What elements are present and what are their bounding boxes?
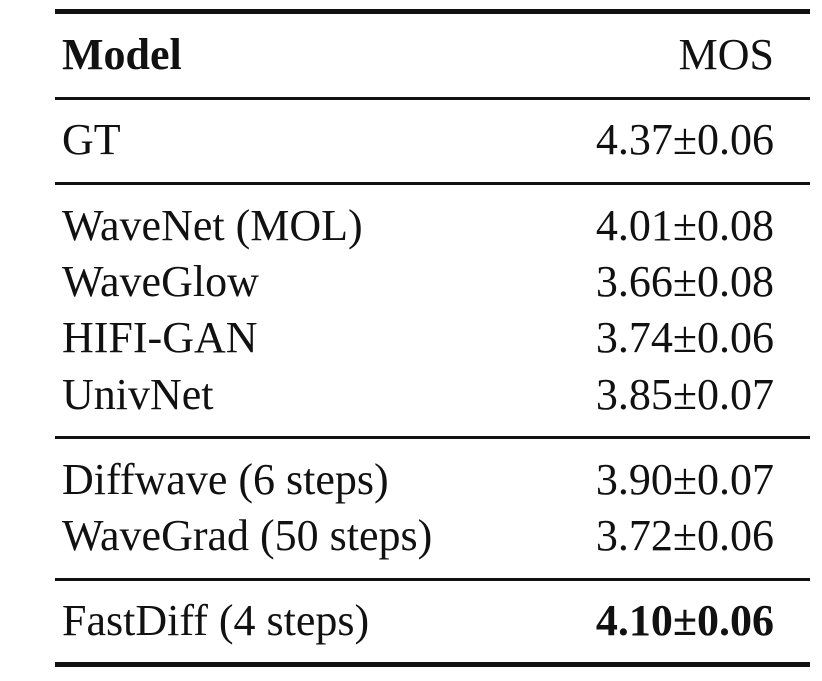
group-rule-2	[55, 436, 810, 439]
table-row-model: FastDiff (4 steps)	[62, 596, 370, 645]
table-row-model: UnivNet	[62, 370, 214, 419]
table-row-mos: 3.85±0.07	[595, 370, 774, 419]
table-row-mos-best: 4.10±0.06	[595, 596, 774, 645]
table-row-model: Diffwave (6 steps)	[62, 455, 389, 504]
table-row-model: WaveGlow	[62, 257, 259, 306]
table-row-mos: 4.37±0.06	[595, 115, 774, 164]
column-header-model: Model	[62, 30, 182, 79]
table-bottom-rule	[55, 662, 810, 667]
table-top-rule	[55, 9, 810, 14]
table-row-mos: 3.72±0.06	[595, 511, 774, 560]
table-row-model: GT	[62, 115, 121, 164]
table-row-mos: 3.66±0.08	[595, 257, 774, 306]
group-rule-3	[55, 578, 810, 581]
table-row-mos: 3.90±0.07	[595, 455, 774, 504]
table-row-model: WaveNet (MOL)	[62, 201, 363, 250]
header-rule	[55, 97, 810, 100]
table-row-model: HIFI-GAN	[62, 313, 258, 362]
table-row-model: WaveGrad (50 steps)	[62, 511, 433, 560]
group-rule-1	[55, 182, 810, 185]
table-row-mos: 4.01±0.08	[595, 201, 774, 250]
table-row-mos: 3.74±0.06	[595, 313, 774, 362]
column-header-mos: MOS	[678, 30, 774, 79]
